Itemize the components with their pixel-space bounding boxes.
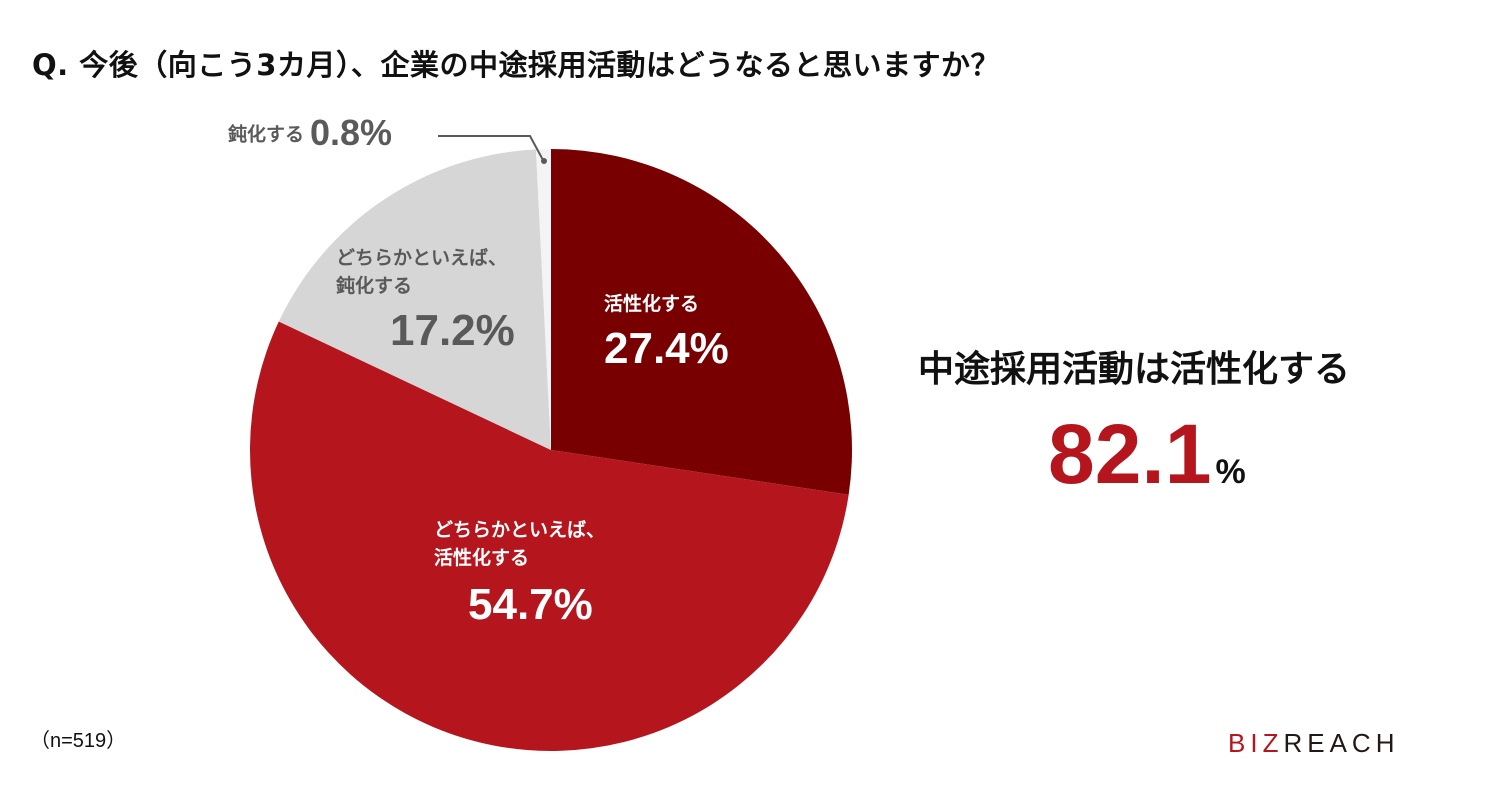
slice-label-activate-value: 27.4% xyxy=(604,324,729,373)
slice-activate xyxy=(551,149,852,495)
slice-label-activate: 活性化する 27.4% xyxy=(604,290,729,374)
summary-value: 82.1% xyxy=(918,406,1398,503)
slice-somewhat-decline xyxy=(278,149,551,451)
slice-label-somewhat-decline-value: 17.2% xyxy=(390,306,515,355)
callout-decline-label: 鈍化する xyxy=(228,123,305,146)
summary-block: 中途採用活動は活性化する 82.1% xyxy=(918,340,1398,503)
slice-label-somewhat-decline: どちらかといえば、 鈍化する 17.2% xyxy=(336,244,515,356)
summary-unit: % xyxy=(1215,453,1246,491)
chart-title: Q. 今後（向こう3カ月）、企業の中途採用活動はどうなると思いますか？ xyxy=(32,48,1000,82)
slice-label-activate-name: 活性化する xyxy=(604,293,700,315)
slice-label-somewhat-activate: どちらかといえば、 活性化する 54.7% xyxy=(434,516,605,630)
summary-number: 82.1 xyxy=(1048,407,1212,501)
callout-leader-dot xyxy=(541,158,547,164)
slice-label-somewhat-decline-line1: どちらかといえば、 xyxy=(336,247,508,269)
slice-label-somewhat-activate-line1: どちらかといえば、 xyxy=(434,519,606,541)
slice-label-somewhat-activate-line2: 活性化する xyxy=(434,547,530,569)
slice-label-somewhat-activate-value: 54.7% xyxy=(468,580,593,629)
sample-size: （n=519） xyxy=(30,730,127,752)
bizreach-logo: BIZREACH xyxy=(1228,728,1399,759)
callout-decline: 鈍化する 0.8% xyxy=(228,112,392,154)
summary-heading: 中途採用活動は活性化する xyxy=(918,349,1351,390)
slice-label-somewhat-decline-line2: 鈍化する xyxy=(336,275,413,297)
slice-decline xyxy=(535,149,551,450)
logo-red-part: BIZ xyxy=(1228,728,1284,758)
logo-dark-part: REACH xyxy=(1283,728,1400,758)
slice-somewhat-activate xyxy=(249,321,849,752)
callout-leader-line xyxy=(438,135,544,161)
callout-decline-value: 0.8% xyxy=(310,112,393,153)
